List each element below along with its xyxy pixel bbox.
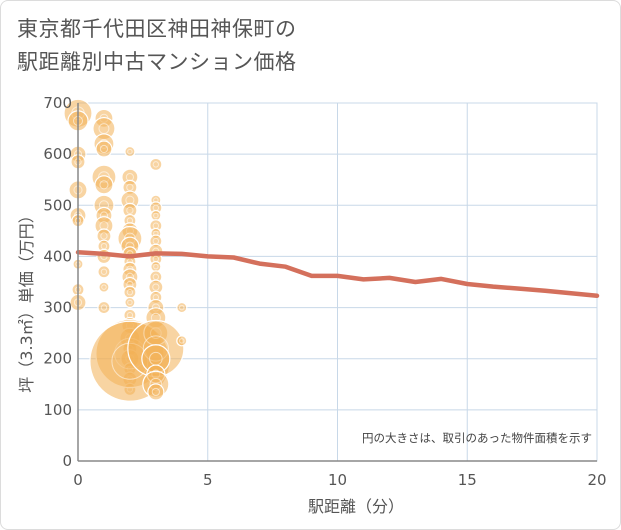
chart-title-line-1: 東京都千代田区神田神保町の — [17, 17, 297, 41]
data-bubble-highlight — [99, 144, 109, 154]
y-tick-label: 200 — [43, 350, 72, 368]
tick-layer: 0 100 200 300 400 500 600 700 0 5 10 15 20 — [43, 94, 606, 489]
chart-title-line-2: 駅距離別中古マンション価格 — [17, 50, 297, 74]
x-axis-label: 駅距離（分） — [308, 497, 404, 516]
data-bubble — [150, 209, 162, 222]
data-bubble-highlight — [126, 183, 134, 192]
data-bubble — [123, 285, 137, 299]
data-bubble — [97, 300, 111, 315]
data-bubble — [95, 140, 113, 158]
y-axis-label: 坪（3.3㎡）単価（万円） — [17, 207, 36, 392]
data-bubble — [124, 145, 136, 158]
data-bubble — [147, 383, 165, 401]
data-bubble — [98, 281, 110, 293]
axis-layer — [77, 103, 597, 462]
y-tick-label: 700 — [43, 94, 72, 112]
data-bubble-highlight — [179, 304, 185, 311]
x-tick-label: 0 — [73, 471, 83, 489]
data-bubble-highlight — [126, 206, 134, 215]
data-bubble-highlight — [100, 232, 108, 240]
data-bubble-highlight — [100, 304, 108, 311]
data-bubble-highlight — [152, 283, 160, 291]
data-bubble-highlight — [126, 289, 134, 296]
y-tick-label: 600 — [43, 145, 72, 163]
y-tick-label: 500 — [43, 196, 72, 214]
data-bubble-highlight — [127, 148, 133, 155]
x-tick-label: 15 — [458, 471, 477, 489]
y-tick-label: 0 — [62, 452, 72, 470]
data-bubble-highlight — [100, 268, 108, 275]
data-bubble — [124, 296, 136, 309]
data-bubble-highlight — [99, 180, 109, 190]
data-bubble — [150, 261, 162, 273]
data-bubble — [176, 301, 188, 314]
average-price-line — [75, 250, 600, 299]
x-tick-label: 10 — [328, 471, 347, 489]
chart-note: 円の大きさは、取引のあった物件面積を示す — [362, 431, 592, 445]
data-bubble — [97, 265, 111, 279]
data-bubble-highlight — [153, 263, 159, 270]
chart-title: 東京都千代田区神田神保町の 駅距離別中古マンション価格 — [17, 13, 297, 79]
bubble-layer — [63, 98, 188, 402]
data-bubble — [149, 157, 163, 171]
data-bubble — [176, 335, 188, 347]
x-tick-label: 5 — [203, 471, 213, 489]
data-bubble-highlight — [153, 212, 159, 219]
data-bubble-highlight — [151, 387, 160, 397]
data-bubble-highlight — [127, 299, 133, 306]
x-tick-label: 20 — [587, 471, 606, 489]
data-bubble-highlight — [179, 338, 185, 344]
data-bubble-highlight — [101, 284, 107, 290]
y-tick-label: 400 — [43, 247, 72, 265]
y-tick-label: 300 — [43, 299, 72, 317]
line-layer — [75, 250, 600, 299]
data-bubble-highlight — [152, 161, 160, 168]
data-bubble — [94, 175, 114, 195]
y-tick-label: 100 — [43, 401, 72, 419]
